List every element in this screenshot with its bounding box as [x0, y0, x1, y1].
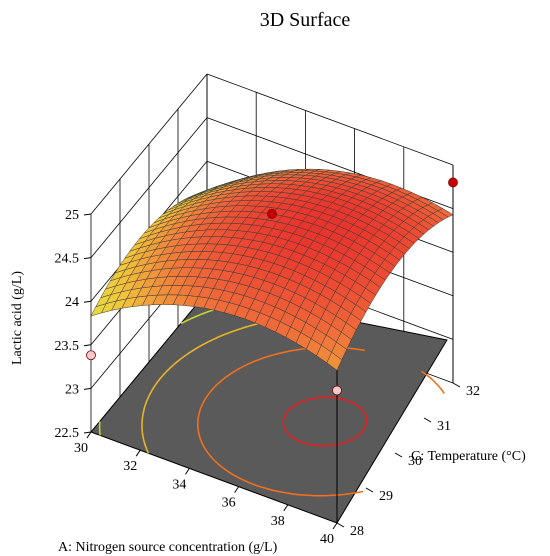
grid-line — [90, 73, 208, 215]
x-axis-label: A: Nitrogen source concentration (g/L) — [58, 540, 278, 555]
z-tick — [83, 300, 92, 303]
design-points — [86, 177, 458, 396]
z-tick — [83, 257, 92, 260]
x-tick — [234, 486, 240, 493]
y-tick-label: 29 — [379, 489, 393, 504]
z-tick-label: 24.5 — [55, 252, 80, 267]
z-axis-label: Lactic acid (g/L) — [10, 271, 25, 365]
contour-lines — [98, 301, 445, 497]
axis-ticks: 30 32 34 36 38 40 28 29 30 31 32 22.5 23 23.5 24 24.5 25 — [55, 208, 481, 547]
design-point — [267, 209, 277, 219]
design-point — [86, 350, 96, 361]
y-tick — [423, 417, 432, 423]
y-axis-label: C: Temperature (°C) — [411, 449, 526, 464]
y-tick-label: 32 — [466, 384, 480, 399]
z-tick-label: 25 — [65, 208, 79, 223]
x-tick — [332, 522, 338, 530]
x-tick — [184, 468, 190, 475]
x-tick-label: 38 — [271, 514, 285, 529]
response-surface — [90, 168, 454, 371]
z-tick-label: 24 — [65, 295, 79, 310]
y-tick — [394, 452, 403, 458]
chart-title: 3D Surface — [260, 9, 351, 31]
z-tick-label: 22.5 — [55, 426, 80, 441]
design-point — [448, 177, 458, 188]
x-tick-label: 34 — [172, 477, 186, 492]
grid-line — [90, 117, 208, 258]
y-tick-label: 28 — [350, 524, 364, 539]
y-tick — [365, 487, 374, 493]
x-tick — [135, 449, 141, 457]
x-tick-label: 36 — [222, 496, 236, 511]
contour-line — [141, 318, 281, 454]
x-tick — [86, 431, 92, 439]
y-tick — [336, 522, 345, 528]
y-tick — [452, 382, 461, 388]
z-tick-label: 23 — [65, 382, 79, 397]
x-tick — [283, 504, 289, 512]
design-point — [332, 385, 342, 396]
x-tick-label: 40 — [320, 532, 334, 547]
contour-line — [282, 396, 368, 447]
x-tick-label: 30 — [74, 441, 88, 456]
z-tick — [83, 344, 92, 347]
surface-cell — [202, 187, 218, 193]
z-tick-label: 23.5 — [55, 339, 80, 354]
z-tick — [83, 213, 92, 216]
x-tick-label: 32 — [123, 459, 137, 474]
grid-line — [206, 73, 454, 166]
y-tick-label: 31 — [437, 419, 451, 434]
z-tick — [83, 387, 92, 390]
z-tick — [83, 431, 92, 434]
y-tick-label: 30 — [408, 454, 422, 469]
